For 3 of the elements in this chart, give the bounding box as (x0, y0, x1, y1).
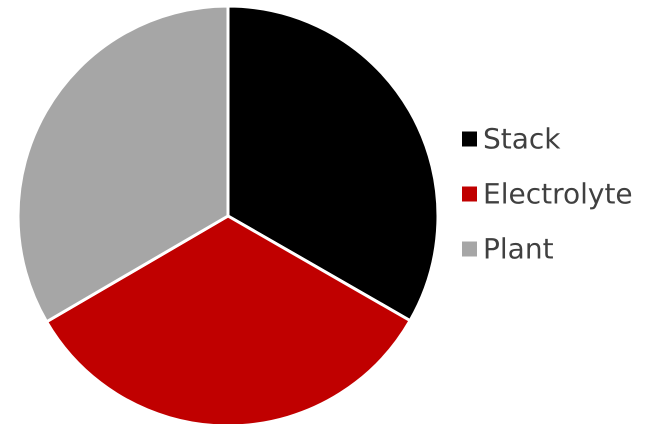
legend-label: Plant (483, 232, 554, 266)
legend-label: Stack (483, 122, 562, 156)
legend-label: Electrolyte (483, 178, 633, 210)
